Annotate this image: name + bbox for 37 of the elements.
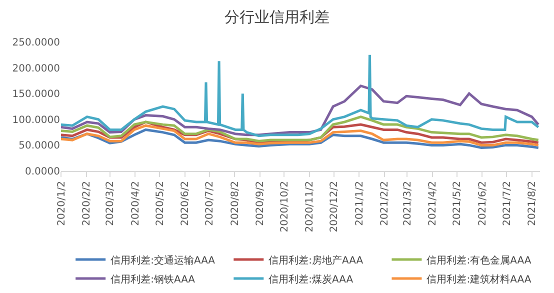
y-tick-label: 0.0000	[25, 166, 60, 178]
legend-label: 信用利差:有色金属AAA	[426, 254, 532, 266]
legend-label: 信用利差:钢铁AAA	[110, 273, 196, 286]
x-tick-label: 2020/3/2	[105, 181, 116, 226]
x-tick-label: 2021/5/2	[452, 181, 464, 226]
line-series	[61, 124, 540, 146]
x-tick-label: 2021/1/2	[354, 181, 366, 226]
x-tick-label: 2020/6/2	[180, 181, 192, 226]
x-tick-label: 2020/2/2	[82, 181, 92, 226]
x-tick-label: 2021/7/2	[502, 181, 513, 226]
x-tick-label: 2020/8/2	[230, 181, 241, 226]
line-series	[61, 54, 540, 138]
legend-label: 信用利差:建筑材料AAA	[426, 273, 532, 286]
legend-label: 信用利差:房地产AAA	[268, 254, 364, 266]
y-tick-label: 250.0000	[12, 38, 60, 48]
chart-title: 分行业信用利差	[224, 8, 330, 26]
x-tick-label: 2021/6/2	[477, 181, 488, 226]
y-tick-label: 200.0000	[12, 63, 60, 74]
line-series	[61, 128, 540, 150]
x-tick-label: 2021/4/2	[428, 181, 439, 226]
x-tick-label: 2021/2/2	[380, 181, 391, 226]
x-tick-label: 2020/4/2	[130, 181, 142, 226]
x-tick-label: 2020/1/2	[56, 181, 68, 226]
x-tick-label: 2020/5/2	[154, 181, 166, 226]
x-tick-label: 2020/7/2	[204, 181, 216, 226]
x-tick-label: 2020/9/2	[255, 181, 266, 226]
x-tick-label: 2021/8/2	[527, 181, 538, 226]
line-series	[61, 116, 540, 142]
x-tick-label: 2020/10/2	[279, 181, 290, 232]
legend-label: 信用利差:煤炭AAA	[268, 273, 354, 286]
x-tick-label: 2020/12/2	[329, 181, 340, 232]
legend-label: 信用利差:交通运输AAA	[110, 254, 216, 266]
y-tick-label: 50.0000	[18, 140, 60, 152]
y-tick-label: 100.0000	[12, 114, 60, 126]
x-tick-label: 2021/3/2	[402, 181, 414, 226]
x-tick-label: 2020/11/2	[304, 181, 316, 232]
y-tick-label: 150.0000	[12, 89, 60, 100]
